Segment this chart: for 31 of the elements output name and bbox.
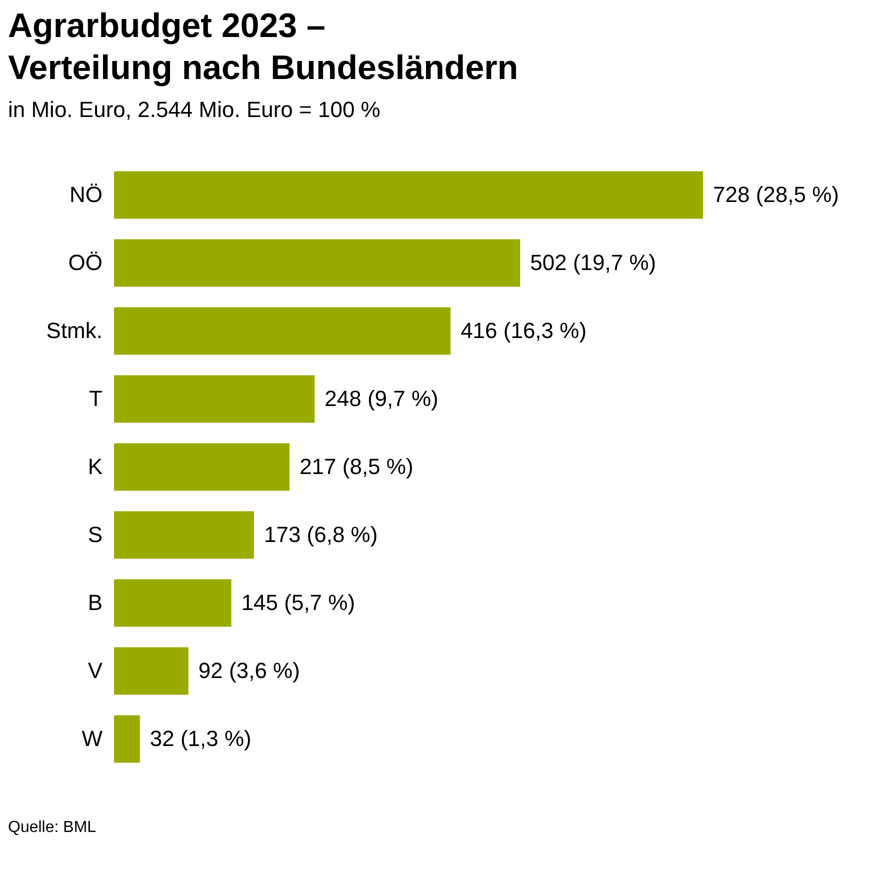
data-label: 145 (5,7 %)	[241, 590, 356, 615]
bar	[114, 715, 140, 763]
text: Agrarbudget 2023 –	[8, 7, 326, 45]
y-tick-label: Stmk.	[46, 318, 102, 343]
bar	[114, 307, 451, 355]
y-tick-label: NÖ	[70, 182, 102, 207]
data-label: 248 (9,7 %)	[324, 386, 438, 411]
data-label: 173 (6,8 %)	[264, 522, 378, 547]
bar	[114, 375, 315, 423]
y-tick-label: W	[82, 726, 103, 751]
bar	[114, 647, 188, 695]
data-label: 217 (8,5 %)	[300, 454, 414, 479]
data-label: 416 (16,3 %)	[460, 318, 587, 343]
data-label: 92 (3,6 %)	[198, 658, 300, 683]
y-tick-label: B	[88, 590, 102, 615]
bar	[114, 171, 703, 219]
data-label: 728 (28,5 %)	[713, 182, 839, 207]
y-tick-label: K	[88, 454, 103, 479]
data-label: 502 (19,7 %)	[530, 250, 656, 275]
text: Verteilung nach Bundesländern	[8, 49, 518, 87]
y-tick-label: T	[89, 386, 102, 411]
bar	[114, 239, 520, 287]
y-tick-label: S	[88, 522, 102, 547]
y-tick-label: V	[88, 658, 103, 683]
source-note: Quelle: BML	[8, 819, 96, 836]
bar	[114, 443, 290, 491]
chart-subtitle: in Mio. Euro, 2.544 Mio. Euro = 100 %	[8, 97, 380, 122]
data-label: 32 (1,3 %)	[150, 726, 252, 751]
bar	[114, 511, 254, 559]
y-tick-label: OÖ	[68, 250, 102, 275]
bar	[114, 579, 232, 627]
